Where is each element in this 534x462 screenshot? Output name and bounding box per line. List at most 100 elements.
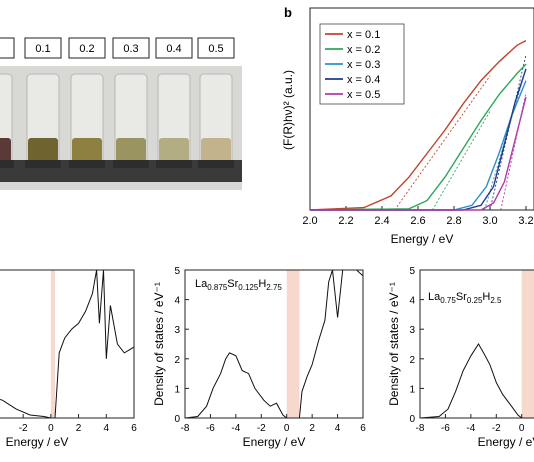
vial-powder [0, 138, 11, 162]
composition-label: 0.3 [123, 43, 138, 55]
composition-label-box [197, 37, 235, 59]
tangent-line [432, 110, 491, 211]
plot-frame [419, 269, 534, 419]
x-tick-label: 2.6 [410, 215, 425, 227]
band-gap-shading [50, 270, 56, 418]
y-tick-label: 3 [409, 325, 415, 336]
tauc-x-tick-labels: 2.0 2.2 2.4 2.6 2.8 3.0 3.2 [302, 215, 533, 227]
x-tick-label: 3.0 [482, 215, 497, 227]
tauc-series [309, 39, 527, 211]
x-tick-label: 6 [131, 423, 137, 434]
x-tick-label: 4 [104, 423, 110, 434]
y-axis-label: Density of states / eV⁻¹ [387, 282, 401, 406]
vial-holder [0, 160, 14, 168]
x-tick-label: 2 [76, 423, 82, 434]
composition-label-box [0, 37, 15, 59]
series-line [309, 39, 527, 211]
composition-label-box [68, 37, 106, 59]
x-tick-label: -4 [466, 423, 475, 434]
x-tick-label: -6 [206, 423, 215, 434]
panel-label-b: b [284, 5, 292, 20]
vial-holder [25, 160, 61, 168]
tauc-y-axis-label: (F(R)hν)² (a.u.) [281, 70, 295, 150]
composition-labels: 00.10.20.30.40.5 [0, 37, 235, 59]
y-tick-label: 3 [174, 325, 180, 336]
x-tick-label: 3.2 [518, 215, 533, 227]
x-tick-label: 2.4 [374, 215, 389, 227]
y-axis-label: Density of states / eV⁻¹ [152, 282, 166, 406]
y-tick-label: 4 [174, 296, 180, 307]
composition-label: 0.4 [166, 43, 181, 55]
vial-holder [198, 160, 234, 168]
x-tick-label: 6 [360, 423, 366, 434]
y-tick-label: 2 [174, 355, 180, 366]
tauc-legend: x = 0.1 x = 0.2 x = 0.3 x = 0.4 x = 0.5 [319, 23, 405, 105]
composition-label-box [155, 37, 193, 59]
y-tick-label: 2 [409, 355, 415, 366]
vial-powder [72, 138, 102, 162]
legend-entry: x = 0.4 [347, 74, 380, 86]
series-line [309, 63, 527, 211]
x-tick-label: 0 [284, 423, 290, 434]
y-tick-label: 5 [409, 266, 415, 277]
composition-label: 0.1 [35, 43, 50, 55]
composition-label: 0.2 [79, 43, 94, 55]
x-tick-label: 4 [335, 423, 341, 434]
vial [156, 73, 192, 168]
composition-label-box [112, 37, 150, 59]
dos-curve [185, 270, 363, 418]
x-tick-label: -2 [257, 423, 266, 434]
x-axis-label: Energy / eV [6, 435, 69, 449]
dos-plot-2: -8 -6 -4 -2 0 2 4 6 0 1 2 3 4 5 Energy / eV Density of … [152, 266, 366, 449]
x-axis-label: Energy / eV [243, 435, 306, 449]
x-axis-label: Energy / eV [478, 435, 534, 449]
vial-powder [201, 138, 231, 162]
vial-holder [113, 160, 149, 168]
vial-powder [159, 138, 189, 162]
tangent-line [489, 54, 527, 211]
plot-frame [0, 269, 135, 419]
x-tick-label: 2.2 [338, 215, 353, 227]
vial [25, 73, 61, 168]
x-tick-label: 0 [48, 423, 54, 434]
band-gap-shading [521, 270, 534, 418]
vial-holder [69, 160, 105, 168]
x-tick-label: 2 [309, 423, 315, 434]
composition-label-box [24, 37, 62, 59]
tangent-line [394, 75, 491, 211]
vial [69, 73, 105, 168]
vial [0, 73, 14, 168]
y-tick-label: 5 [174, 266, 180, 277]
legend-entry: x = 0.3 [347, 59, 380, 71]
x-tick-label: 0 [519, 423, 525, 434]
x-tick-label: -4 [231, 423, 240, 434]
dos-2-title: La0.875Sr0.125H2.75 [195, 278, 282, 292]
y-tick-label: 0 [174, 414, 180, 425]
tauc-x-axis-label: Energy / eV [391, 232, 454, 246]
legend-entry: x = 0.2 [347, 44, 380, 56]
x-tick-label: 2.0 [302, 215, 317, 227]
y-tick-label: 1 [174, 384, 180, 395]
x-tick-label: -6 [441, 423, 450, 434]
vial-holder [156, 160, 192, 168]
y-tick-label: 1 [409, 384, 415, 395]
x-tick-label: -2 [492, 423, 501, 434]
vial-powder [116, 138, 146, 162]
composition-label: 0.5 [208, 43, 223, 55]
y-tick-label: 4 [409, 296, 415, 307]
x-tick-label: -8 [181, 423, 190, 434]
vial [198, 73, 234, 168]
vial-powder [28, 138, 58, 162]
sample-photo: 00.10.20.30.40.5 [0, 37, 242, 190]
dos-3-title: La0.75Sr0.25H2.5 [428, 291, 502, 305]
dos-curve [0, 270, 134, 418]
vial [113, 73, 149, 168]
x-tick-label: -8 [416, 423, 425, 434]
tauc-plot: 2.0 2.2 2.4 2.6 2.8 3.0 3.2 Energy / eV (F(R)h… [281, 7, 534, 246]
series-line [310, 96, 527, 211]
dos-curve [420, 343, 534, 418]
x-tick-label: -2 [19, 423, 28, 434]
